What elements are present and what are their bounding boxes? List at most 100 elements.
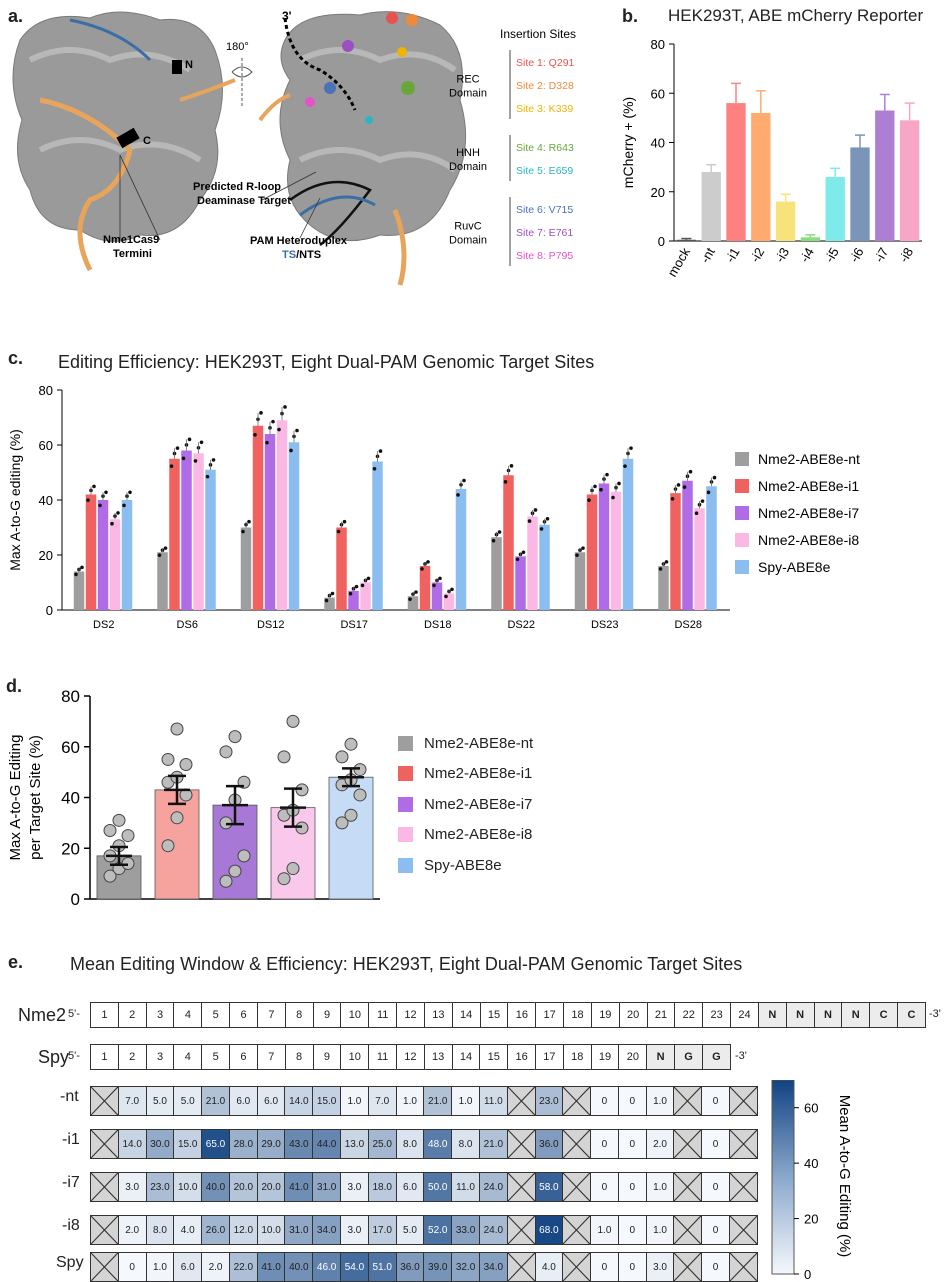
heatmap-cell: 3.0 xyxy=(340,1215,369,1245)
y-tick-label: 60 xyxy=(39,438,53,453)
heatmap-cell: 30.0 xyxy=(145,1129,175,1159)
bar xyxy=(324,597,335,610)
n-terminus-label: N xyxy=(185,59,193,71)
cross-icon xyxy=(507,1173,535,1201)
replicate-point xyxy=(342,519,347,524)
replicate-point xyxy=(241,529,245,534)
site-point xyxy=(353,763,367,777)
x-tick-label: DS2 xyxy=(93,619,114,631)
cross-icon xyxy=(729,1087,757,1115)
heatmap-cell: 17.0 xyxy=(367,1215,397,1245)
heatmap-cell: 1.0 xyxy=(590,1215,619,1245)
cross-icon xyxy=(91,1216,118,1244)
heatmap-cell: 21.0 xyxy=(478,1129,508,1159)
replicate-point xyxy=(289,448,293,453)
replicate-point xyxy=(175,446,180,450)
heatmap-cell: 1.0 xyxy=(145,1252,175,1282)
bar xyxy=(240,527,252,610)
heatmap-cell-na xyxy=(506,1129,536,1159)
heatmap-cell: 11.0 xyxy=(478,1086,508,1116)
termini-caption-2: Termini xyxy=(113,248,152,260)
replicate-point xyxy=(527,519,532,523)
heatmap-cell: 6.0 xyxy=(256,1086,286,1116)
heatmap-cell: 23.0 xyxy=(534,1086,564,1116)
heatmap-cell: 14.0 xyxy=(284,1086,314,1116)
heatmap-cell: 24.0 xyxy=(478,1215,508,1245)
heatmap-cell: 1.0 xyxy=(340,1086,369,1116)
heatmap-cell-na xyxy=(90,1129,119,1159)
heatmap-cell: 6.0 xyxy=(173,1252,203,1282)
heatmap-cell-na xyxy=(506,1215,536,1245)
spy-three-prime: -3' xyxy=(735,1050,747,1062)
heatmap-cell: 5.0 xyxy=(395,1215,425,1245)
cross-icon xyxy=(563,1130,591,1158)
replicate-point xyxy=(247,519,251,524)
heatmap-cell: 4.0 xyxy=(173,1215,203,1245)
bar xyxy=(899,120,920,241)
site-point xyxy=(335,816,349,830)
sequence-position: G xyxy=(701,1044,732,1070)
heatmap-cell: 28.0 xyxy=(228,1129,258,1159)
replicate-point xyxy=(80,565,84,570)
heatmap-cell-na xyxy=(728,1215,759,1245)
site-point xyxy=(219,745,233,759)
heatmap-cell-na xyxy=(728,1252,759,1282)
bar xyxy=(775,201,796,241)
heatmap-cell: 12.0 xyxy=(228,1215,258,1245)
heatmap-cell: 20.0 xyxy=(228,1172,258,1202)
heatmap-cell: 26.0 xyxy=(201,1215,230,1245)
heatmap-cell: 24.0 xyxy=(478,1172,508,1202)
legend-item: Nme2-ABE8e-nt xyxy=(398,728,533,759)
replicate-point xyxy=(193,459,198,463)
heatmap-cell: 0 xyxy=(590,1172,619,1202)
replicate-point xyxy=(694,511,699,516)
legend-item: Spy-ABE8e xyxy=(398,850,533,881)
domain-legend: REC Domain Site 1: Q291 Site 2: D328 Site 3:… xyxy=(449,50,575,266)
domain-name-suffix: Domain xyxy=(449,235,487,247)
y-tick-label: 80 xyxy=(39,383,53,398)
panel-d-legend: Nme2-ABE8e-nt Nme2-ABE8e-i1 Nme2-ABE8e-i7 N… xyxy=(398,728,533,881)
replicate-point xyxy=(676,483,681,487)
sequence-position: 8 xyxy=(284,1044,314,1070)
y-tick-label: 0 xyxy=(71,890,80,909)
x-tick-label: DS17 xyxy=(340,619,368,631)
sequence-position: 19 xyxy=(590,1044,620,1070)
replicate-point xyxy=(354,584,359,589)
sequence-position: N xyxy=(813,1002,843,1028)
heatmap-cell: 50.0 xyxy=(423,1172,453,1202)
y-tick-label: 60 xyxy=(61,738,80,757)
bar xyxy=(276,420,288,610)
bar xyxy=(288,442,300,610)
replicate-point xyxy=(432,583,436,588)
heatmap-cell: 58.0 xyxy=(534,1172,564,1202)
legend-label: Nme2-ABE8e-i8 xyxy=(758,532,859,548)
sequence-position: 4 xyxy=(173,1044,203,1070)
heatmap-row: 0 1.0 6.0 2.0 22.0 41.0 40.0 46.0 54.0 51.0 36.0 39… xyxy=(90,1252,759,1282)
svg-text:TS/NTS: TS/NTS xyxy=(282,249,321,261)
replicate-point xyxy=(283,405,287,409)
heatmap-cell: 33.0 xyxy=(451,1215,480,1245)
replicate-point xyxy=(98,503,102,508)
heatmap-cell: 48.0 xyxy=(423,1129,453,1159)
bar xyxy=(527,516,538,610)
three-prime-label: 3' xyxy=(282,9,292,23)
sequence-position: C xyxy=(897,1002,926,1028)
heatmap-row: 7.0 5.0 5.0 21.0 6.0 6.0 14.0 15.0 1.0 7.0 1.0 21.0… xyxy=(90,1086,759,1116)
spy-row-label: Spy xyxy=(38,1047,70,1067)
heatmap-cell: 43.0 xyxy=(284,1129,314,1159)
heatmap-cell: 36.0 xyxy=(395,1252,425,1282)
heatmap-cell-na xyxy=(506,1252,536,1282)
heatmap-cell: 0 xyxy=(590,1086,619,1116)
sequence-position: 15 xyxy=(479,1044,509,1070)
site-point xyxy=(295,783,309,797)
site-point xyxy=(219,816,233,830)
bar xyxy=(109,519,121,610)
site-point xyxy=(344,737,358,751)
bar xyxy=(515,556,526,610)
spy-five-prime: 5'- xyxy=(68,1050,80,1062)
site-point xyxy=(228,730,242,744)
replicate-point xyxy=(169,464,174,468)
replicate-point xyxy=(593,484,597,489)
heatmap-row-label: -i8 xyxy=(62,1217,80,1234)
replicate-point xyxy=(688,469,693,474)
